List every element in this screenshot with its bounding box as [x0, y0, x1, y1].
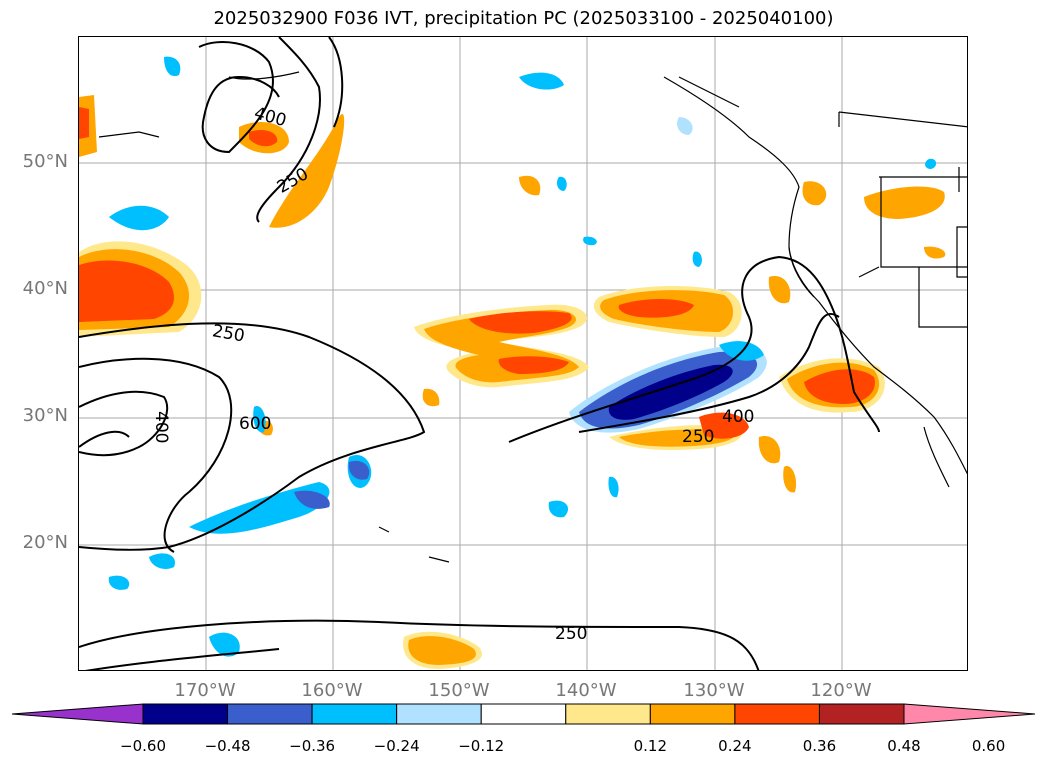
contour-label-250-w: 250 [211, 321, 246, 346]
colorbar-tick-label: 0.48 [887, 737, 921, 755]
lon-label: 140°W [555, 680, 617, 701]
chart-title: 2025032900 F036 IVT, precipitation PC (2… [213, 8, 834, 29]
lat-label: 20°N [22, 532, 68, 553]
lon-label: 160°W [301, 680, 363, 701]
lon-label: 150°W [428, 680, 490, 701]
contour-label-400-w: 400 [151, 411, 171, 443]
colorbar-segment [818, 703, 905, 725]
precip-positive-areas [79, 95, 946, 669]
colorbar-tick-label: 0.12 [633, 737, 668, 755]
colorbar-tick-label: −0.36 [289, 737, 336, 755]
colorbar-extend-low [11, 703, 144, 725]
colorbar-tick-label: −0.24 [373, 737, 420, 755]
colorbar-tick-label: −0.12 [458, 737, 505, 755]
contour-label-400-e: 400 [722, 407, 754, 427]
colorbar-tick-label: −0.48 [204, 737, 251, 755]
lon-label: 170°W [174, 680, 236, 701]
colorbar-tick-label: 0.36 [802, 737, 837, 755]
colorbar-tick-label: 0.60 [971, 737, 1006, 755]
colorbar-segment [142, 703, 229, 725]
colorbar-segment [396, 703, 482, 725]
contour-label-600-w: 600 [239, 414, 271, 434]
lat-label: 30°N [22, 405, 68, 426]
lon-label: 130°W [683, 680, 745, 701]
ivt-contours [79, 37, 880, 670]
lat-label: 50°N [22, 151, 68, 172]
contour-label-250-s: 250 [555, 624, 587, 644]
colorbar-tick-label: 0.24 [718, 737, 752, 755]
lat-label: 40°N [22, 278, 68, 299]
contour-label-250-e: 250 [682, 427, 714, 447]
colorbar-segment [311, 703, 398, 725]
map-svg: 400 250 250 400 600 400 250 250 [79, 37, 967, 670]
colorbar-segment [480, 703, 567, 725]
colorbar-extend-high [903, 703, 1036, 725]
colorbar-tick-label: −0.60 [120, 737, 166, 755]
precip-negative-areas [108, 56, 937, 657]
colorbar-segment [565, 703, 651, 725]
colorbar [11, 703, 1036, 725]
colorbar-segment [649, 703, 736, 725]
lon-label: 120°W [810, 680, 872, 701]
map-area[interactable]: 400 250 250 400 600 400 250 250 [78, 36, 968, 671]
colorbar-segment [227, 703, 313, 725]
coastlines [98, 71, 967, 563]
colorbar-segment [734, 703, 820, 725]
